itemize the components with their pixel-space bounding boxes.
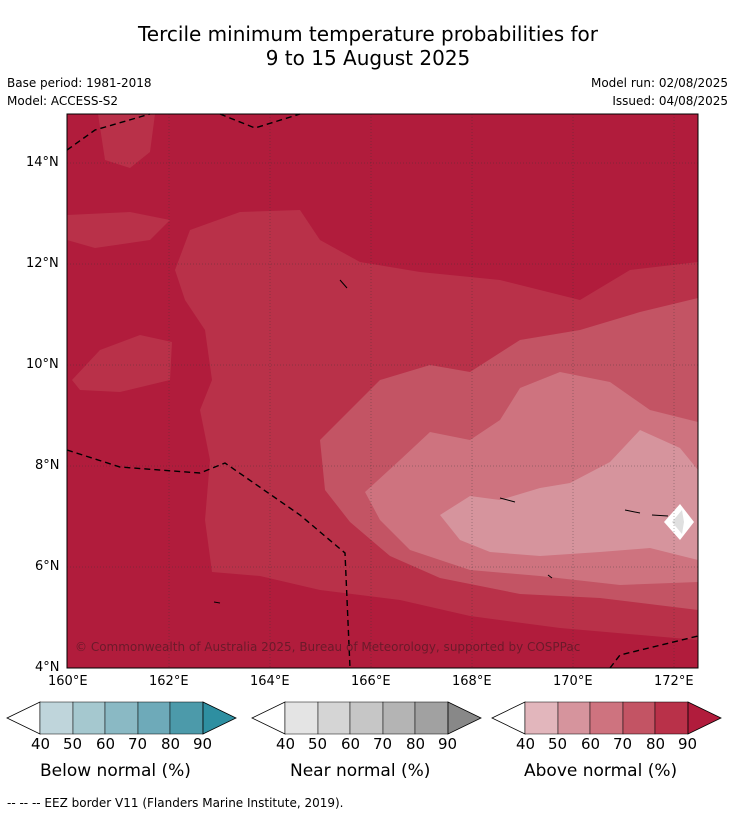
model-run: Model run: 02/08/2025 bbox=[590, 76, 728, 90]
lon-label: 160°E bbox=[48, 674, 88, 689]
legend-above-swatch-3 bbox=[622, 701, 656, 735]
tick: 80 bbox=[406, 735, 426, 753]
tick: 80 bbox=[646, 735, 666, 753]
legend-below-swatch-4 bbox=[169, 701, 204, 735]
zone-80-top bbox=[98, 114, 155, 168]
model-name: Model: ACCESS-S2 bbox=[7, 94, 119, 108]
map-title: Tercile minimum temperature probabilitie… bbox=[0, 22, 736, 70]
legend-above-swatch-0 bbox=[524, 701, 559, 735]
meta-right: Model run: 02/08/2025 Issued: 04/08/2025 bbox=[591, 74, 728, 110]
lon-label: 170°E bbox=[553, 674, 593, 689]
zone-80-strip bbox=[67, 212, 170, 248]
islands bbox=[213, 279, 669, 604]
legend-near-low-arrow bbox=[251, 701, 286, 735]
legend-above-high-arrow bbox=[687, 701, 722, 735]
tick: 90 bbox=[193, 735, 213, 753]
lat-label: 4°N bbox=[35, 660, 60, 675]
legend-below-bar bbox=[6, 701, 237, 735]
tick: 40 bbox=[516, 735, 536, 753]
title-line-1: Tercile minimum temperature probabilitie… bbox=[137, 22, 599, 46]
tick: 60 bbox=[341, 735, 361, 753]
title-line-2: 9 to 15 August 2025 bbox=[265, 46, 471, 70]
meta-left: Base period: 1981-2018 Model: ACCESS-S2 bbox=[7, 74, 152, 110]
tick: 50 bbox=[63, 735, 83, 753]
issued-date: Issued: 04/08/2025 bbox=[612, 94, 728, 108]
lon-label: 168°E bbox=[452, 674, 492, 689]
tick: 70 bbox=[128, 735, 148, 753]
tick: 80 bbox=[161, 735, 181, 753]
legend-near-high-arrow bbox=[447, 701, 482, 735]
legend-above-swatch-1 bbox=[557, 701, 591, 735]
legend-below-low-arrow bbox=[6, 701, 41, 735]
legend-near-swatch-3 bbox=[382, 701, 416, 735]
lon-label: 162°E bbox=[149, 674, 189, 689]
tick: 40 bbox=[31, 735, 51, 753]
lon-label: 164°E bbox=[250, 674, 290, 689]
legend-near-swatch-4 bbox=[414, 701, 449, 735]
legend-below-swatch-1 bbox=[72, 701, 106, 735]
lat-label: 12°N bbox=[26, 256, 59, 271]
probability-map bbox=[66, 113, 699, 669]
zone-50 bbox=[440, 430, 698, 560]
legend-below-swatch-3 bbox=[137, 701, 171, 735]
tick: 60 bbox=[581, 735, 601, 753]
legend-below-title: Below normal (%) bbox=[40, 761, 191, 781]
tick: 40 bbox=[276, 735, 296, 753]
lat-label: 6°N bbox=[35, 559, 60, 574]
gridlines bbox=[67, 114, 698, 668]
eez-borders bbox=[66, 113, 699, 669]
lat-label: 14°N bbox=[26, 155, 59, 170]
legend-near-swatch-2 bbox=[349, 701, 384, 735]
tick: 60 bbox=[96, 735, 116, 753]
eez-footnote: -- -- -- EEZ border V11 (Flanders Marine… bbox=[7, 796, 344, 810]
tick: 70 bbox=[373, 735, 393, 753]
legend-below-high-arrow bbox=[202, 701, 237, 735]
legend-near-swatch-0 bbox=[284, 701, 319, 735]
legend-above-bar bbox=[491, 701, 722, 735]
diamond-grey bbox=[672, 510, 684, 534]
copyright-note: © Commonwealth of Australia 2025, Bureau… bbox=[75, 640, 581, 654]
legend-above-swatch-2 bbox=[589, 701, 624, 735]
lat-label: 8°N bbox=[35, 458, 60, 473]
tick: 50 bbox=[308, 735, 328, 753]
tick: 70 bbox=[613, 735, 633, 753]
tick: 90 bbox=[678, 735, 698, 753]
map-frame bbox=[66, 113, 699, 669]
legend-above-title: Above normal (%) bbox=[524, 761, 678, 781]
lon-label: 172°E bbox=[654, 674, 694, 689]
legend-above-low-arrow bbox=[491, 701, 526, 735]
legend-near-bar bbox=[251, 701, 482, 735]
map-area bbox=[66, 113, 699, 669]
legend-below-swatch-2 bbox=[104, 701, 139, 735]
legend-below-swatch-0 bbox=[39, 701, 74, 735]
legend-near-swatch-1 bbox=[317, 701, 351, 735]
tick: 90 bbox=[438, 735, 458, 753]
base-period: Base period: 1981-2018 bbox=[7, 76, 152, 90]
lat-label: 10°N bbox=[26, 357, 59, 372]
legend-above-swatch-4 bbox=[654, 701, 689, 735]
lon-label: 166°E bbox=[351, 674, 391, 689]
zone-80-west bbox=[72, 335, 172, 392]
legend-near-title: Near normal (%) bbox=[290, 761, 431, 781]
tick: 50 bbox=[548, 735, 568, 753]
